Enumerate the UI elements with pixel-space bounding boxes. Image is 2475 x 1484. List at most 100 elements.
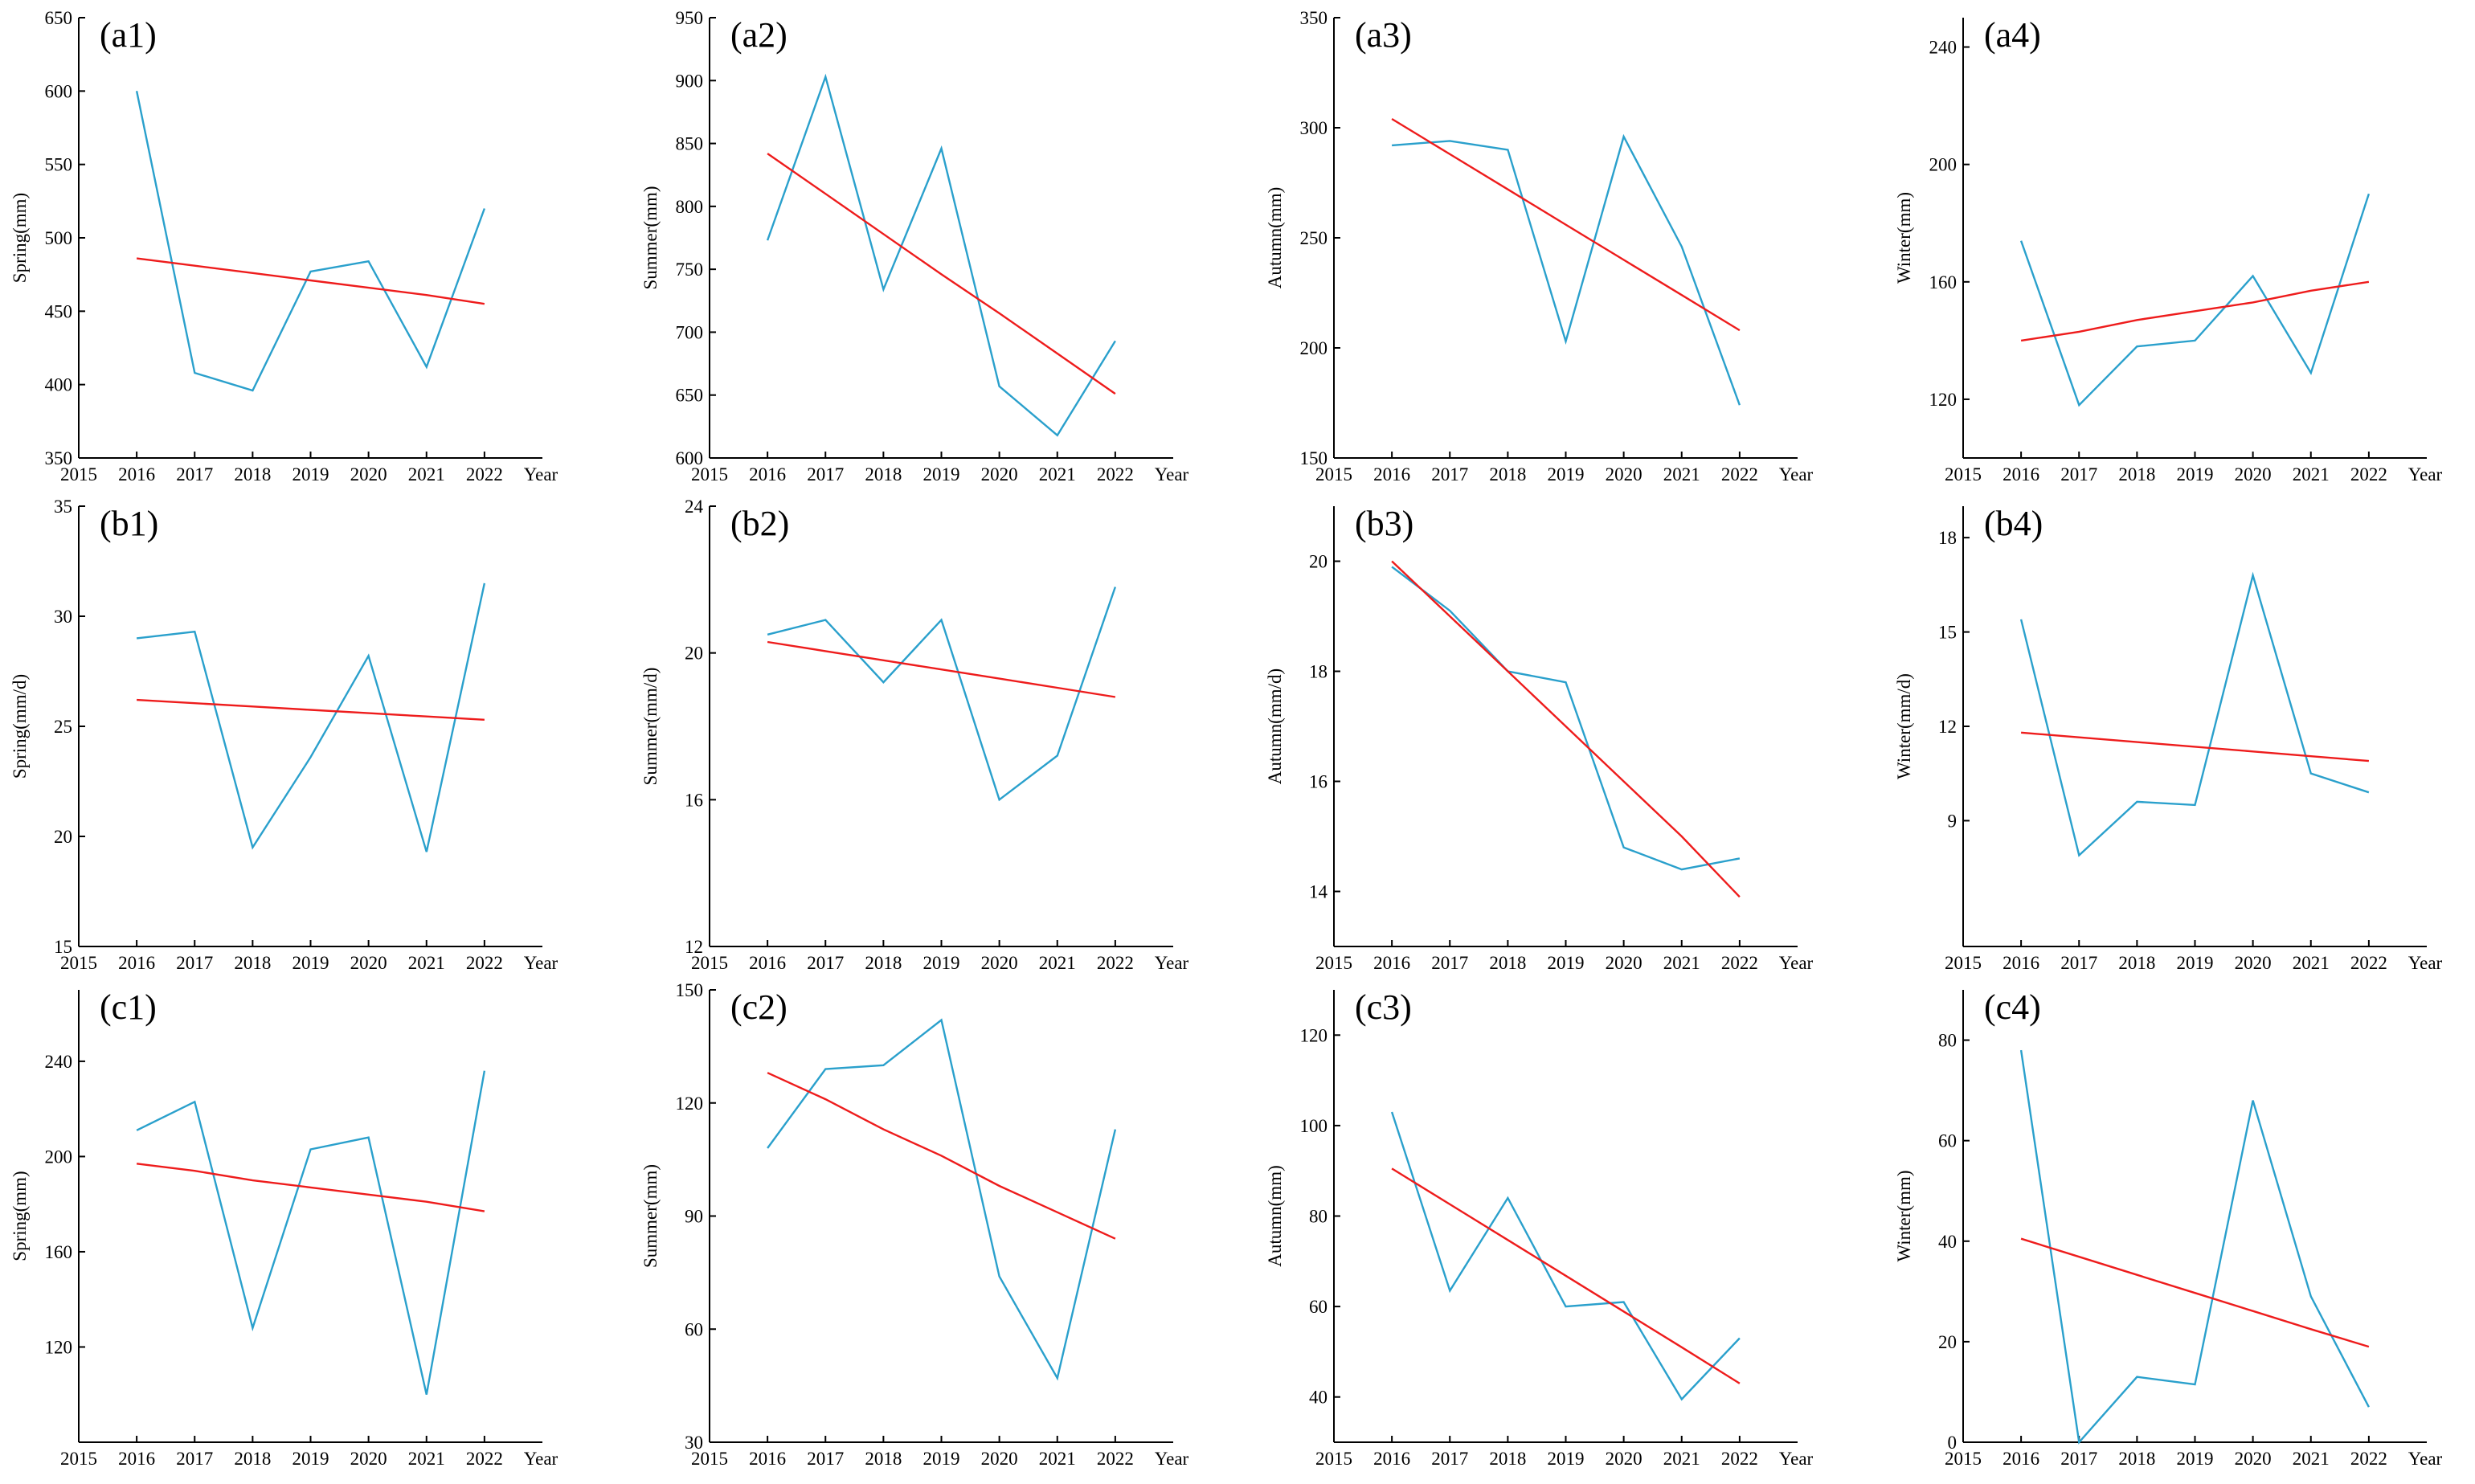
x-tick-label: 2021 bbox=[1039, 953, 1076, 973]
y-tick-label: 200 bbox=[1300, 338, 1328, 358]
y-tick-label: 18 bbox=[1938, 528, 1957, 548]
x-tick-label: 2021 bbox=[1663, 464, 1700, 484]
x-tick-label: 2018 bbox=[234, 953, 271, 973]
observed-line bbox=[1391, 566, 1741, 871]
x-tick-label: 2019 bbox=[1548, 953, 1585, 973]
chart-panel-b3: 14 16 18 20 2015 2016 2017 2018 2019 2020 2021 2022… bbox=[1265, 504, 1814, 973]
y-tick-label: 150 bbox=[1300, 448, 1328, 468]
x-tick-label: 2019 bbox=[292, 953, 329, 973]
x-tick-label: 2021 bbox=[408, 1449, 445, 1469]
x-tick-label: 2022 bbox=[2350, 464, 2387, 484]
x-tick-label: 2020 bbox=[981, 1449, 1018, 1469]
observed-line bbox=[767, 587, 1117, 802]
trend-line bbox=[136, 257, 485, 305]
x-tick-label: 2018 bbox=[1489, 1449, 1526, 1469]
y-tick-label: 650 bbox=[45, 8, 73, 28]
y-tick-label: 350 bbox=[1300, 8, 1328, 28]
chart-panel-a3: 150 200 250 300 350 2015 2016 2017 2018 2019 2020 2… bbox=[1265, 8, 1814, 484]
x-tick-label: 2015 bbox=[1945, 1449, 1982, 1469]
chart-panel-b1: 15 20 25 30 35 2015 2016 2017 2018 2019 2020 2021 20… bbox=[10, 497, 558, 973]
x-tick-label: 2017 bbox=[2060, 464, 2097, 484]
x-axis-title: Year bbox=[1155, 1449, 1189, 1469]
y-tick-label: 20 bbox=[54, 827, 72, 847]
x-tick-label: 2018 bbox=[1489, 464, 1526, 484]
y-tick-label: 14 bbox=[1309, 882, 1328, 902]
y-tick-label: 90 bbox=[685, 1207, 703, 1227]
x-tick-label: 2020 bbox=[1606, 953, 1642, 973]
observed-line bbox=[767, 1018, 1117, 1381]
x-tick-label: 2020 bbox=[350, 464, 387, 484]
y-axis-title: Autumn(mm) bbox=[1265, 187, 1285, 289]
chart-panel-c1: 120 160 200 240 2015 2016 2017 2018 2019 2020 2021… bbox=[10, 987, 558, 1469]
x-tick-label: 2022 bbox=[2350, 1449, 2387, 1469]
y-tick-label: 300 bbox=[1300, 118, 1328, 138]
x-tick-label: 2015 bbox=[1315, 953, 1352, 973]
x-axis-title: Year bbox=[1779, 953, 1814, 973]
x-axis-title: Year bbox=[1155, 464, 1189, 484]
y-tick-label: 750 bbox=[676, 260, 704, 280]
x-tick-label: 2015 bbox=[691, 1449, 728, 1469]
x-tick-label: 2015 bbox=[1315, 464, 1352, 484]
y-tick-label: 12 bbox=[685, 937, 703, 957]
y-tick-label: 160 bbox=[45, 1242, 73, 1262]
panel-label: (b4) bbox=[1984, 504, 2043, 543]
observed-line bbox=[136, 1070, 486, 1395]
y-tick-label: 9 bbox=[1948, 811, 1958, 831]
x-tick-label: 2019 bbox=[2177, 953, 2214, 973]
x-tick-label: 2022 bbox=[1097, 953, 1134, 973]
y-axis-title: Spring(mm) bbox=[10, 1171, 30, 1261]
x-tick-label: 2020 bbox=[2235, 1449, 2272, 1469]
y-axis-title: Spring(mm/d) bbox=[10, 674, 30, 779]
x-tick-label: 2020 bbox=[350, 1449, 387, 1469]
x-tick-label: 2016 bbox=[1373, 1449, 1410, 1469]
x-tick-label: 2022 bbox=[466, 464, 503, 484]
chart-panel-a2: 600 650 700 750 800 850 900 950 2015 2016 2017 2018… bbox=[640, 8, 1189, 484]
y-axis-title: Spring(mm) bbox=[10, 193, 30, 283]
x-tick-label: 2020 bbox=[2235, 464, 2272, 484]
y-tick-label: 120 bbox=[1929, 390, 1958, 410]
y-axis-title: Summer(mm) bbox=[640, 186, 661, 289]
x-tick-label: 2021 bbox=[2293, 464, 2330, 484]
trend-line bbox=[2021, 731, 2369, 762]
y-tick-label: 16 bbox=[1309, 772, 1328, 792]
y-tick-label: 18 bbox=[1309, 662, 1328, 682]
x-axis-title: Year bbox=[524, 953, 558, 973]
trend-line bbox=[767, 153, 1116, 395]
x-tick-label: 2018 bbox=[865, 953, 902, 973]
panel-label: (a4) bbox=[1984, 15, 2041, 55]
x-tick-label: 2015 bbox=[60, 1449, 97, 1469]
y-tick-label: 500 bbox=[45, 228, 73, 248]
y-tick-label: 35 bbox=[54, 497, 72, 517]
x-tick-label: 2017 bbox=[807, 464, 844, 484]
x-axis-title: Year bbox=[2408, 464, 2443, 484]
x-tick-label: 2017 bbox=[1431, 1449, 1468, 1469]
x-tick-label: 2016 bbox=[118, 953, 155, 973]
panel-label: (a3) bbox=[1355, 15, 1412, 55]
trend-line bbox=[767, 1072, 1116, 1240]
y-tick-label: 100 bbox=[1300, 1116, 1328, 1136]
trend-line bbox=[767, 640, 1116, 698]
trend-line bbox=[2020, 280, 2370, 342]
x-tick-label: 2015 bbox=[1315, 1449, 1352, 1469]
y-tick-label: 850 bbox=[676, 134, 704, 154]
y-tick-label: 24 bbox=[685, 497, 704, 517]
x-tick-label: 2016 bbox=[1373, 953, 1410, 973]
y-tick-label: 400 bbox=[45, 375, 73, 395]
x-tick-label: 2022 bbox=[1097, 464, 1134, 484]
x-axis-title: Year bbox=[1155, 953, 1189, 973]
y-tick-label: 16 bbox=[685, 790, 703, 810]
observed-line bbox=[1390, 1111, 1741, 1401]
y-tick-label: 12 bbox=[1938, 717, 1957, 737]
x-tick-label: 2022 bbox=[1721, 464, 1758, 484]
y-tick-label: 350 bbox=[45, 448, 73, 468]
x-tick-label: 2016 bbox=[749, 464, 786, 484]
x-tick-label: 2015 bbox=[691, 464, 728, 484]
x-tick-label: 2021 bbox=[1039, 464, 1076, 484]
x-tick-label: 2017 bbox=[1431, 464, 1468, 484]
y-tick-label: 120 bbox=[1300, 1025, 1328, 1045]
x-tick-label: 2021 bbox=[408, 953, 445, 973]
observed-line bbox=[2019, 1049, 2370, 1445]
panel-label: (c1) bbox=[100, 987, 157, 1027]
y-axis-title: Autumn(mm/d) bbox=[1265, 668, 1285, 784]
